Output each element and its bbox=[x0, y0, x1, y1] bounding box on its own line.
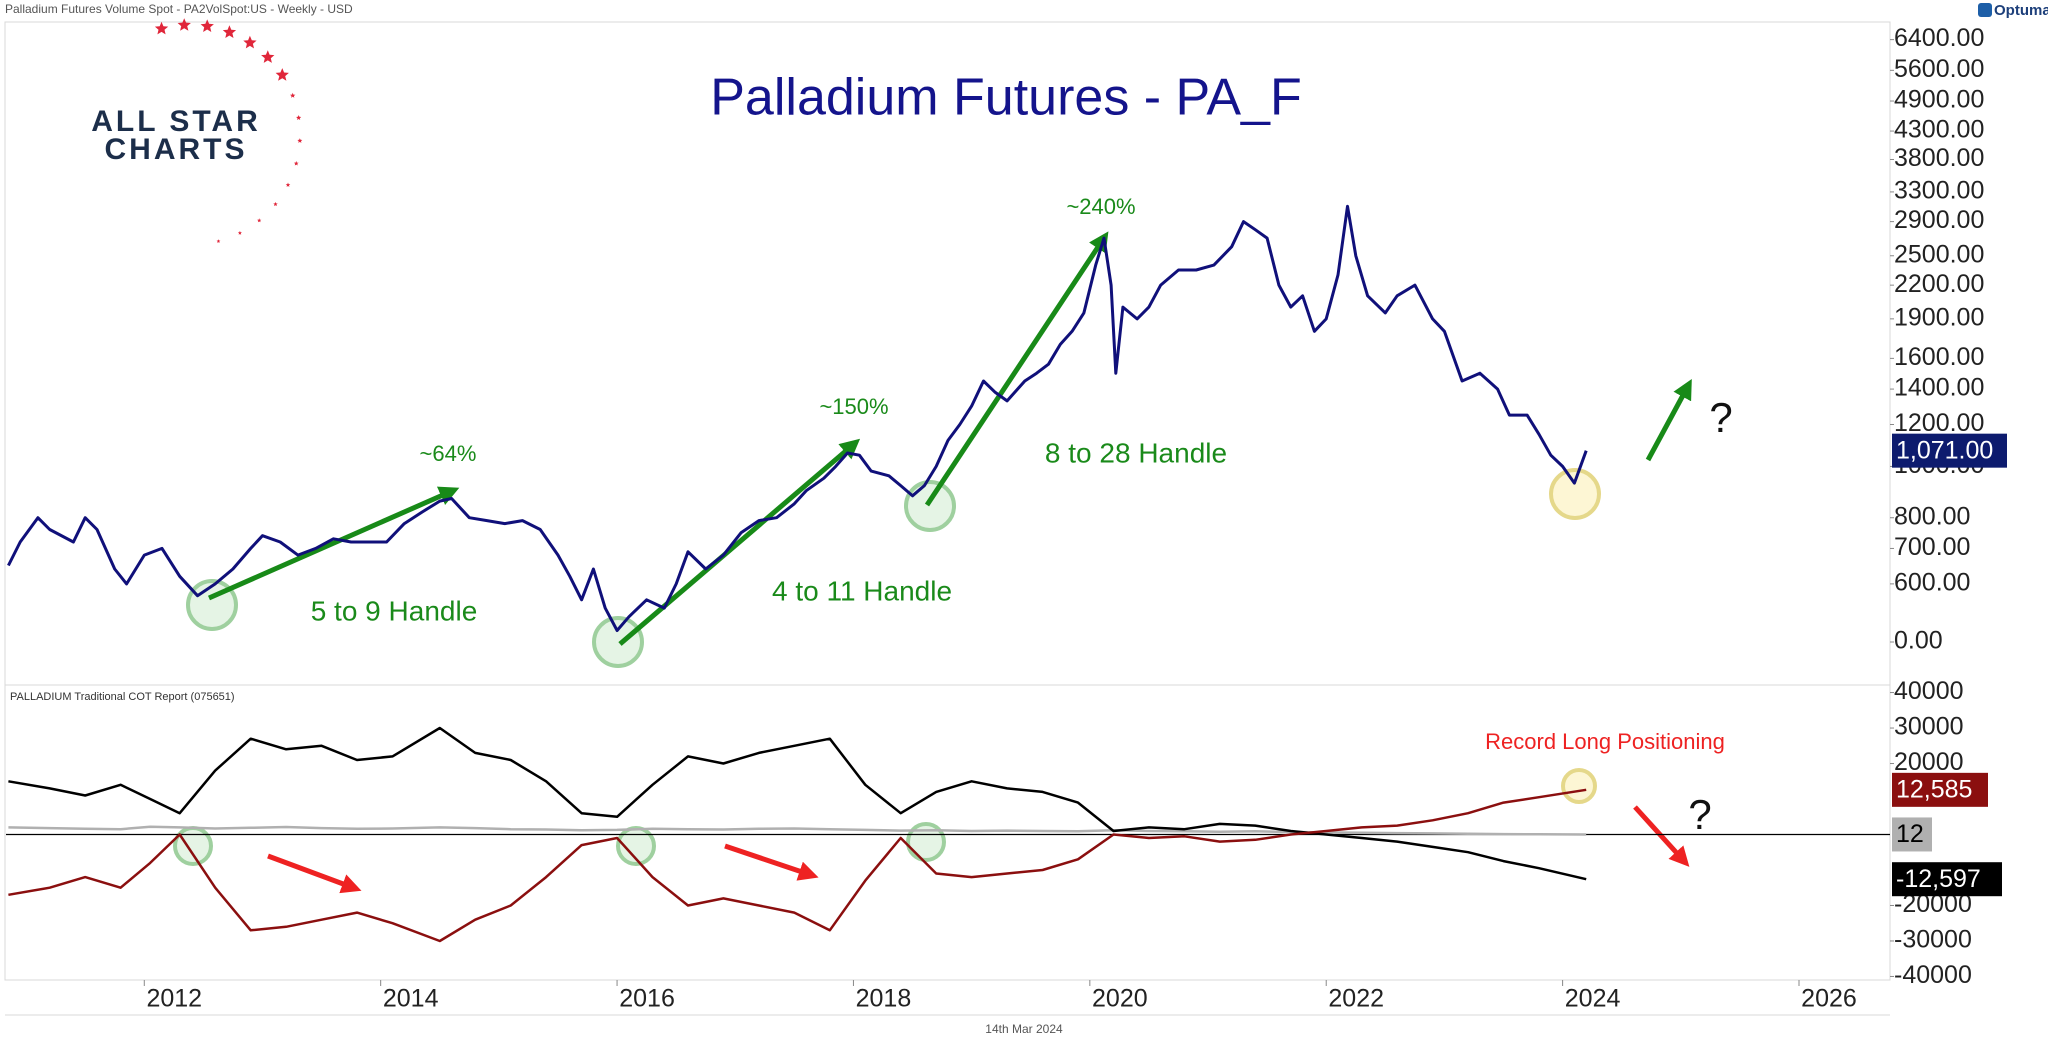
y-tick-label: 2900.00 bbox=[1894, 206, 1984, 234]
last-value-box bbox=[1892, 862, 2002, 897]
last-value-label: -12,597 bbox=[1896, 865, 1981, 893]
y-tick-label: 5600.00 bbox=[1894, 55, 1984, 83]
circle bbox=[904, 480, 956, 532]
annotation: 5 to 9 Handle bbox=[311, 595, 478, 626]
logo-star bbox=[275, 68, 289, 81]
last-value-label: 1,071.00 bbox=[1896, 436, 1993, 464]
arrow bbox=[724, 843, 819, 881]
chart-title: Palladium Futures - PA_F bbox=[710, 69, 1301, 127]
y-tick-label: 800.00 bbox=[1894, 502, 1970, 530]
x-tick-label: 2018 bbox=[856, 985, 912, 1013]
y-tick-label: 1600.00 bbox=[1894, 343, 1984, 371]
circle bbox=[173, 826, 213, 866]
arrow bbox=[207, 486, 460, 601]
arrow bbox=[924, 231, 1109, 507]
annotation: Record Long Positioning bbox=[1485, 729, 1725, 754]
y-tick-label: 1400.00 bbox=[1894, 374, 1984, 402]
logo-star bbox=[200, 19, 214, 32]
y-tick-label: 30000 bbox=[1894, 713, 1964, 741]
annotation: 8 to 28 Handle bbox=[1045, 437, 1227, 468]
circle bbox=[1561, 768, 1597, 804]
logo-star bbox=[293, 161, 299, 166]
logo-star bbox=[237, 230, 242, 235]
circle bbox=[592, 616, 644, 668]
logo-star bbox=[290, 92, 296, 98]
arrow bbox=[267, 853, 362, 894]
last-value-box bbox=[1892, 772, 1988, 807]
date: 14th Mar 2024 bbox=[985, 1022, 1063, 1036]
annotation: ~150% bbox=[819, 394, 888, 419]
series-line bbox=[7, 204, 1588, 632]
y-tick-label: 4900.00 bbox=[1894, 86, 1984, 114]
annotation: ? bbox=[1709, 394, 1732, 441]
annotation: 4 to 11 Handle bbox=[772, 575, 952, 606]
source: Optuma bbox=[1994, 2, 2048, 19]
logo-star bbox=[257, 218, 262, 223]
circle bbox=[616, 826, 656, 866]
arrow bbox=[618, 438, 861, 646]
logo-star bbox=[297, 138, 303, 143]
y-tick-label: 600.00 bbox=[1894, 568, 1970, 596]
last-value-label: 12,585 bbox=[1896, 775, 1972, 803]
annotation: ? bbox=[1688, 791, 1711, 838]
arrows bbox=[207, 231, 1692, 894]
annotation: ~64% bbox=[420, 441, 477, 466]
circle bbox=[1549, 468, 1601, 520]
y-tick-label: 6400.00 bbox=[1894, 24, 1984, 52]
arrow bbox=[1645, 378, 1692, 462]
y-tick-label: 3800.00 bbox=[1894, 144, 1984, 172]
last-value-box bbox=[1892, 817, 1932, 852]
logo-star bbox=[296, 115, 302, 120]
logo-star bbox=[216, 239, 221, 243]
logo-star bbox=[222, 25, 237, 38]
y-tick-label: -40000 bbox=[1894, 961, 1972, 989]
logo-star bbox=[273, 201, 278, 207]
source-icon bbox=[1978, 3, 1992, 17]
y-tick-label: 0.00 bbox=[1894, 627, 1943, 655]
logo-star bbox=[285, 182, 291, 187]
cot-panel bbox=[4, 684, 1891, 981]
y-tick-label: 40000 bbox=[1894, 677, 1964, 705]
x-tick-label: 2012 bbox=[146, 985, 202, 1013]
series-line bbox=[8, 788, 1587, 943]
annotation: ~240% bbox=[1066, 194, 1135, 219]
y-tick-label: 4300.00 bbox=[1894, 116, 1984, 144]
y-tick-label: 2200.00 bbox=[1894, 270, 1984, 298]
logo-star bbox=[243, 35, 257, 49]
logo: ALL STAR CHARTS bbox=[91, 18, 303, 243]
logo-star bbox=[261, 50, 275, 63]
last-value-box bbox=[1892, 433, 2007, 468]
x-tick-label: 2022 bbox=[1328, 985, 1384, 1013]
y-tick-label: 2500.00 bbox=[1894, 240, 1984, 268]
logo-text: ALL STAR bbox=[91, 105, 261, 138]
logo-star bbox=[177, 18, 191, 31]
panel-title: PALLADIUM Traditional COT Report (075651… bbox=[10, 691, 235, 703]
x-tick-label: 2016 bbox=[619, 985, 675, 1013]
logo-text: CHARTS bbox=[105, 133, 248, 166]
y-tick-label: 3300.00 bbox=[1894, 177, 1984, 205]
y-tick-label: -30000 bbox=[1894, 926, 1972, 954]
y-tick-label: 1900.00 bbox=[1894, 303, 1984, 331]
y-tick-label: 20000 bbox=[1894, 748, 1964, 776]
x-tick-label: 2026 bbox=[1801, 985, 1857, 1013]
x-tick-label: 2024 bbox=[1565, 985, 1621, 1013]
x-tick-label: 2020 bbox=[1092, 985, 1148, 1013]
last-value-label: 12 bbox=[1896, 820, 1924, 848]
circle bbox=[906, 822, 946, 862]
header: Palladium Futures Volume Spot - PA2VolSp… bbox=[5, 2, 353, 16]
y-tick-label: 700.00 bbox=[1894, 533, 1970, 561]
x-tick-label: 2014 bbox=[383, 985, 439, 1013]
y-tick-label: 1200.00 bbox=[1894, 409, 1984, 437]
logo-star bbox=[154, 21, 169, 35]
